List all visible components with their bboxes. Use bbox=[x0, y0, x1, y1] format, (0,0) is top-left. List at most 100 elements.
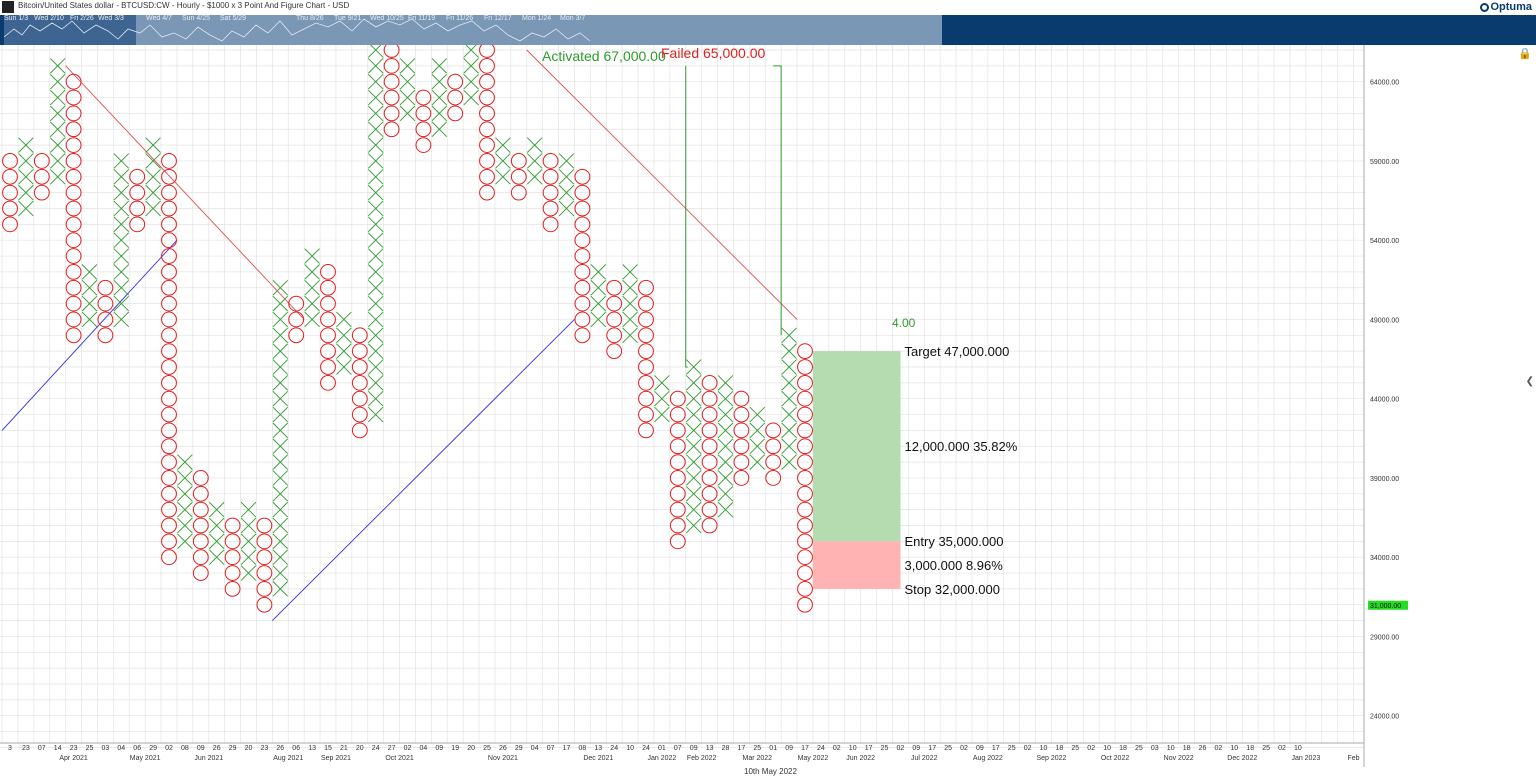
x-tick-label: 09 bbox=[912, 745, 920, 752]
o-mark bbox=[320, 279, 336, 296]
x-tick-label: 27 bbox=[388, 745, 396, 752]
x-mark bbox=[367, 216, 384, 233]
o-mark bbox=[638, 390, 654, 407]
o-mark bbox=[606, 311, 623, 328]
x-mark bbox=[781, 390, 797, 407]
o-mark bbox=[638, 327, 654, 344]
x-tick-label: 02 bbox=[404, 745, 412, 752]
o-mark bbox=[2, 184, 18, 201]
x-mark bbox=[717, 406, 734, 423]
x-mark bbox=[367, 73, 384, 90]
x-mark bbox=[463, 89, 479, 106]
o-mark bbox=[65, 153, 82, 169]
x-tick-label: 15 bbox=[324, 745, 332, 752]
x-mark bbox=[367, 89, 384, 106]
o-mark bbox=[797, 485, 813, 502]
o-mark bbox=[479, 121, 495, 138]
x-month-label: May 2022 bbox=[798, 755, 829, 762]
x-tick-label: 29 bbox=[515, 745, 523, 752]
x-tick-label: 10 bbox=[1040, 745, 1048, 752]
o-mark bbox=[638, 359, 654, 375]
chevron-left-icon[interactable]: ❮ bbox=[1525, 376, 1534, 387]
pnf-chart[interactable]: 24000.00 29000.00 34000.00 39000.00 44000.00… bbox=[0, 45, 1536, 767]
x-mark bbox=[177, 517, 193, 534]
x-tick-label: 25 bbox=[944, 745, 952, 752]
o-mark bbox=[192, 485, 209, 502]
x-mark bbox=[717, 390, 734, 407]
x-tick-label: 23 bbox=[70, 745, 78, 752]
o-mark bbox=[224, 565, 241, 581]
o-mark bbox=[797, 517, 813, 534]
x-mark bbox=[717, 375, 734, 391]
o-mark bbox=[256, 549, 273, 566]
o-mark bbox=[161, 470, 177, 486]
x-mark bbox=[240, 565, 257, 581]
o-mark bbox=[765, 454, 782, 471]
x-mark bbox=[685, 359, 702, 375]
navigator-window[interactable] bbox=[136, 15, 942, 45]
x-mark bbox=[272, 375, 289, 391]
o-mark bbox=[701, 454, 718, 471]
o-mark bbox=[65, 137, 82, 153]
x-tick-label: 09 bbox=[197, 745, 205, 752]
x-mark bbox=[749, 422, 766, 439]
navigator-label: Tue 9/21 bbox=[334, 15, 362, 22]
x-mark bbox=[113, 232, 130, 248]
x-mark bbox=[272, 422, 289, 439]
o-mark bbox=[479, 153, 495, 169]
x-tick-label: 07 bbox=[38, 745, 46, 752]
x-mark bbox=[49, 137, 66, 153]
x-tick-label: 17 bbox=[738, 745, 746, 752]
o-mark bbox=[320, 374, 336, 391]
y-tick-label: 34000.00 bbox=[1370, 555, 1399, 562]
x-mark bbox=[526, 153, 543, 169]
o-mark bbox=[542, 168, 559, 185]
x-mark bbox=[272, 280, 289, 296]
x-mark bbox=[590, 280, 607, 296]
x-month-label: Aug 2022 bbox=[973, 755, 1003, 762]
o-mark bbox=[797, 596, 813, 613]
failed-signal-line bbox=[773, 65, 782, 336]
x-mark bbox=[18, 169, 34, 185]
x-tick-label: 02 bbox=[1024, 745, 1032, 752]
o-mark bbox=[479, 57, 495, 74]
x-tick-label: 3 bbox=[8, 745, 12, 752]
o-mark bbox=[479, 89, 495, 106]
x-mark bbox=[781, 422, 797, 439]
app-icon[interactable] bbox=[2, 1, 14, 13]
x-month-label: Nov 2022 bbox=[1164, 755, 1194, 762]
o-mark bbox=[574, 311, 591, 328]
o-mark bbox=[638, 311, 654, 328]
x-mark bbox=[367, 295, 384, 312]
chart-title: Bitcoin/United States dollar - BTCUSD:CW… bbox=[18, 1, 350, 10]
o-mark bbox=[161, 374, 177, 391]
o-mark bbox=[288, 311, 305, 328]
o-mark bbox=[669, 485, 686, 502]
x-mark bbox=[367, 184, 384, 201]
o-mark bbox=[797, 390, 813, 407]
o-mark bbox=[65, 232, 82, 249]
y-tick-label: 24000.00 bbox=[1370, 714, 1399, 721]
x-mark bbox=[272, 486, 289, 502]
x-mark bbox=[367, 375, 384, 391]
o-mark bbox=[383, 57, 400, 74]
x-month-label: Jan 2022 bbox=[647, 755, 676, 762]
x-mark bbox=[685, 517, 702, 534]
x-month-label: Apr 2021 bbox=[59, 755, 88, 762]
target-label: Target 47,000.000 bbox=[905, 344, 1010, 359]
x-mark bbox=[526, 137, 543, 153]
o-mark bbox=[542, 153, 559, 169]
o-mark bbox=[2, 168, 18, 185]
o-mark bbox=[351, 390, 368, 407]
o-mark bbox=[669, 438, 686, 455]
o-mark bbox=[383, 105, 400, 122]
o-mark bbox=[733, 422, 750, 439]
navigator-label: Sun 4/25 bbox=[182, 15, 211, 22]
o-mark bbox=[765, 422, 782, 439]
x-mark bbox=[622, 327, 638, 344]
x-mark bbox=[304, 311, 320, 328]
x-tick-label: 25 bbox=[86, 745, 94, 752]
x-tick-label: 28 bbox=[722, 745, 730, 752]
o-mark bbox=[192, 565, 209, 581]
x-tick-label: 24 bbox=[642, 745, 650, 752]
